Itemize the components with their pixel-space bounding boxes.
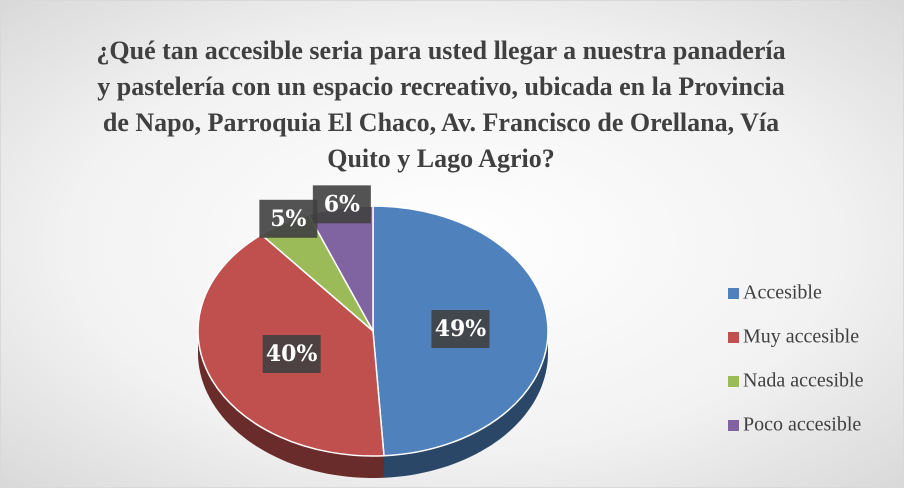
value-label-box <box>259 199 318 238</box>
slice-side <box>198 331 384 478</box>
legend-swatch <box>728 376 739 387</box>
legend-label: Accesible <box>743 282 822 304</box>
value-label: 6% <box>324 191 360 217</box>
legend-swatch <box>728 420 739 431</box>
value-label: 40% <box>266 341 318 367</box>
value-label-box <box>262 335 321 374</box>
legend-label: Nada accesible <box>743 370 864 392</box>
legend-label: Poco accesible <box>743 414 861 436</box>
legend-swatch <box>728 332 739 343</box>
legend-swatch <box>728 288 739 299</box>
chart-title: ¿Qué tan accesible seria para usted lleg… <box>96 36 786 173</box>
value-label-box <box>312 185 371 224</box>
value-label: 5% <box>270 206 306 232</box>
legend-label: Muy accesible <box>743 326 859 348</box>
value-label: 49% <box>435 316 487 342</box>
value-label-box <box>431 310 490 349</box>
